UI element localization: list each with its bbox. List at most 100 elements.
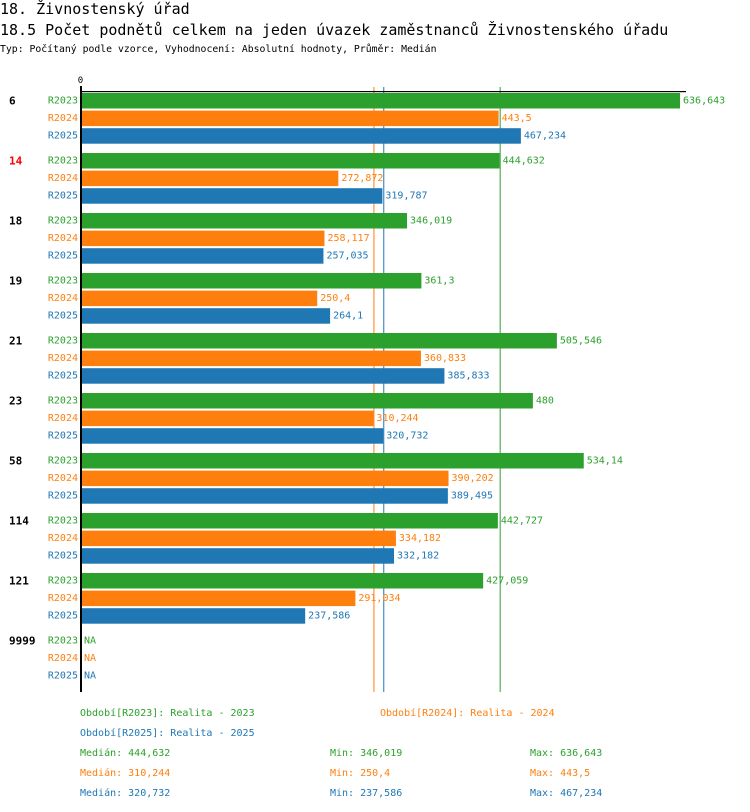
stat-label: Max:: [530, 768, 555, 779]
stat-value: 346,019: [360, 748, 403, 759]
bar: [82, 188, 383, 204]
bar: [82, 470, 449, 487]
stat-value: 320,732: [128, 788, 171, 799]
stat-median-r2024: Medián: 310,244: [80, 767, 170, 781]
stat-label: Min:: [330, 768, 355, 779]
stat-value: 310,244: [128, 768, 171, 779]
bar-value-label: 250,4: [320, 293, 350, 304]
stat-label: Max:: [530, 748, 555, 759]
bar: [82, 488, 448, 504]
bar-value-label: 257,035: [326, 251, 368, 262]
bar: [82, 308, 331, 324]
bar-value-label: 480: [536, 396, 554, 407]
series-label: R2025: [48, 251, 78, 262]
bar: [82, 350, 421, 367]
bar: [82, 368, 445, 384]
category-label: 9999: [9, 635, 36, 648]
bar: [82, 333, 557, 349]
bar: [82, 548, 395, 564]
category-label: 121: [9, 575, 29, 588]
bar-value-label: 505,546: [560, 336, 602, 347]
legend-period-r2023: Období[R2023]: Realita - 2023: [80, 708, 255, 719]
series-label: R2025: [48, 131, 78, 142]
category-label: 23: [9, 395, 22, 408]
category-label: 19: [9, 275, 22, 288]
category-group: 23 R2023 480 R2024 310,244 R2025 320,732: [9, 393, 554, 444]
category-group: 14 R2023 444,632 R2024 272,872 R2025 319,787: [9, 153, 545, 204]
legend-period-r2024: Období[R2024]: Realita - 2024: [380, 708, 555, 719]
stat-value: 467,234: [560, 788, 603, 799]
series-label: R2023: [48, 576, 78, 587]
series-label: R2023: [48, 156, 78, 167]
stat-max-r2024: Max: 443,5: [530, 767, 590, 781]
bar: [82, 273, 422, 289]
stat-max-r2025: Max: 467,234: [530, 787, 602, 801]
series-label: R2024: [48, 473, 78, 484]
stat-label: Min:: [330, 748, 355, 759]
stat-min-r2023: Min: 346,019: [330, 747, 402, 761]
series-label: R2025: [48, 491, 78, 502]
stat-label: Max:: [530, 788, 555, 799]
bar-value-label: 442,727: [501, 516, 543, 527]
chart-meta-info: Typ: Počítaný podle vzorce, Vyhodnocení:…: [0, 44, 437, 55]
series-label: R2024: [48, 413, 78, 424]
x-tick-label: 0: [78, 76, 83, 86]
category-label: 21: [9, 335, 23, 348]
bar-value-label: 385,833: [447, 371, 489, 382]
na-label: NA: [84, 653, 96, 664]
bar: [82, 393, 533, 409]
series-label: R2025: [48, 431, 78, 442]
bar: [82, 93, 681, 109]
bar-value-label: 444,632: [503, 156, 545, 167]
stat-label: Min:: [330, 788, 355, 799]
bar-value-label: 389,495: [451, 491, 493, 502]
stat-value: 237,586: [360, 788, 403, 799]
bar-value-label: 319,787: [385, 191, 427, 202]
series-label: R2025: [48, 671, 78, 682]
category-group: 58 R2023 534,14 R2024 390,202 R2025 389,495: [9, 453, 623, 504]
bar: [82, 128, 521, 144]
category-label: 6: [9, 95, 16, 108]
category-group: 6 R2023 636,643 R2024 443,5 R2025 467,234: [9, 93, 725, 144]
bar: [82, 453, 584, 469]
series-label: R2025: [48, 371, 78, 382]
legend-period-r2025: Období[R2025]: Realita - 2025: [80, 728, 255, 739]
bar-value-label: 291,034: [358, 593, 400, 604]
bar-value-label: 258,117: [327, 233, 369, 244]
bar: [82, 410, 374, 427]
bar-value-label: 320,732: [386, 431, 428, 442]
chart-title: 18.5 Počet podnětů celkem na jeden úvaze…: [0, 21, 669, 39]
stat-median-r2023: Medián: 444,632: [80, 747, 170, 761]
series-label: R2024: [48, 293, 78, 304]
stat-label: Medián:: [80, 748, 123, 759]
series-label: R2023: [48, 216, 78, 227]
stat-value: 636,643: [560, 748, 603, 759]
bar: [82, 153, 500, 169]
series-label: R2025: [48, 311, 78, 322]
bar-value-label: 427,059: [486, 576, 528, 587]
series-label: R2024: [48, 653, 78, 664]
category-label: 58: [9, 455, 22, 468]
bar: [82, 590, 356, 607]
stat-value: 250,4: [360, 768, 391, 779]
category-group: 121 R2023 427,059 R2024 291,034 R2025 237,586: [9, 573, 528, 624]
bar-value-label: 443,5: [502, 113, 532, 124]
category-group: 21 R2023 505,546 R2024 360,833 R2025 385,833: [9, 333, 602, 384]
bar-value-label: 636,643: [683, 96, 725, 107]
category-group: 114 R2023 442,727 R2024 334,182 R2025 332,182: [9, 513, 543, 564]
bar: [82, 530, 396, 547]
bar-value-label: 310,244: [376, 413, 418, 424]
stat-value: 443,5: [560, 768, 591, 779]
na-label: NA: [84, 671, 96, 682]
series-label: R2025: [48, 551, 78, 562]
stat-max-r2023: Max: 636,643: [530, 747, 602, 761]
stat-min-r2025: Min: 237,586: [330, 787, 402, 801]
category-group: 18 R2023 346,019 R2024 258,117 R2025 257,035: [9, 213, 452, 264]
stat-label: Medián:: [80, 788, 123, 799]
bar: [82, 428, 384, 444]
category-group: 19 R2023 361,3 R2024 250,4 R2025 264,1: [9, 273, 454, 324]
bar-value-label: 264,1: [333, 311, 363, 322]
series-label: R2023: [48, 276, 78, 287]
stat-median-r2025: Medián: 320,732: [80, 787, 170, 801]
